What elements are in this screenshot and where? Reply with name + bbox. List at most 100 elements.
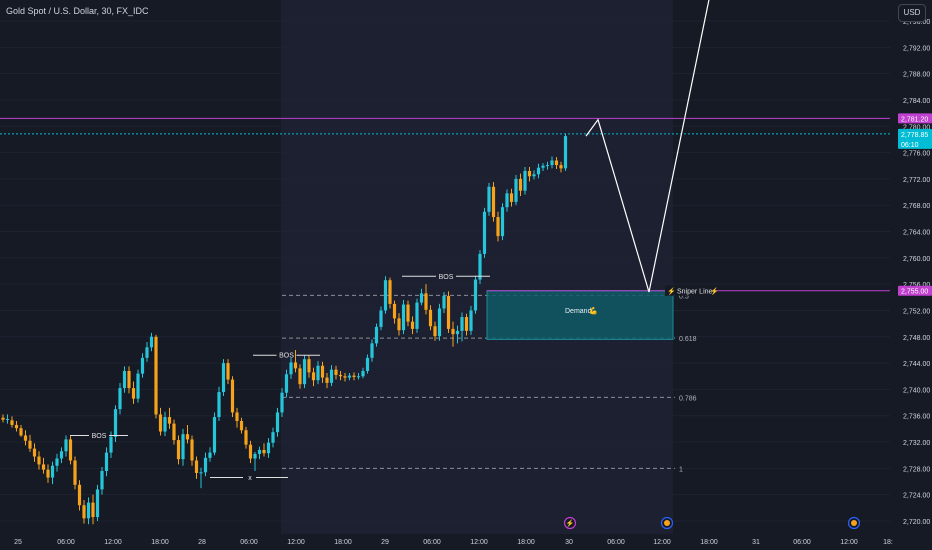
candle-body [136, 373, 140, 399]
candle-body [23, 435, 28, 441]
y-tick-label: 2,724.00 [903, 493, 930, 500]
flag-icon [664, 520, 670, 526]
projection-path[interactable] [585, 0, 710, 293]
candle-body [433, 326, 437, 337]
candles [1, 133, 568, 525]
sniper-line-label: Sniper Line [677, 289, 713, 296]
candle-body [203, 457, 208, 473]
candle-body [77, 484, 82, 506]
candle-body [496, 217, 500, 237]
lightning-event-icon[interactable]: ⚡ [563, 516, 577, 530]
candle-body [257, 449, 262, 454]
y-tick-label: 2,772.00 [903, 177, 930, 184]
candle-body [293, 362, 298, 369]
candle-body [280, 392, 284, 413]
y-tick-label: 2,776.00 [903, 151, 930, 158]
candle-body [419, 293, 424, 303]
candle-body [235, 412, 239, 421]
y-tick-label: 2,732.00 [903, 440, 930, 447]
candle-body [289, 362, 293, 375]
candle-body [352, 375, 356, 377]
candle-body [365, 357, 370, 371]
bos-label: BOS [92, 433, 107, 440]
candle-body [559, 165, 563, 169]
candle-body [149, 336, 154, 348]
y-tick-label: 2,756.00 [903, 282, 930, 289]
price-label-bg [898, 285, 932, 296]
x-tick-label: 06:00 [423, 539, 441, 546]
candle-body [244, 430, 248, 445]
candle-body [550, 160, 554, 166]
time-axis[interactable] [0, 534, 890, 550]
candle-body [518, 178, 523, 191]
candle-body [554, 160, 559, 166]
candle-body [532, 174, 536, 177]
candle-body [19, 428, 23, 436]
candle-body [415, 302, 419, 329]
y-tick-label: 2,792.00 [903, 45, 930, 52]
candle-body [464, 317, 469, 331]
candle-body [86, 502, 91, 519]
candle-body [379, 310, 383, 327]
candle-body [59, 451, 64, 459]
fib-label: 0.5 [679, 293, 689, 300]
currency-button[interactable]: USD [898, 4, 926, 22]
candle-body [442, 296, 446, 309]
x-label: x [248, 475, 252, 482]
candle-body [406, 304, 410, 322]
candle-body [109, 436, 113, 453]
x-tick-label: 18:00 [700, 539, 718, 546]
candle-body [5, 419, 10, 421]
candle-body [424, 293, 428, 310]
candle-body [383, 280, 388, 311]
y-tick-label: 2,740.00 [903, 387, 930, 394]
demand-label: Demand [565, 308, 592, 315]
candle-body [28, 440, 32, 449]
news-event-icon[interactable] [847, 516, 861, 530]
y-tick-label: 2,780.00 [903, 124, 930, 131]
price-label-bg [898, 113, 932, 124]
candle-body [338, 374, 343, 377]
candle-body [428, 309, 433, 327]
candle-body [266, 442, 271, 454]
news-event-icon[interactable] [660, 516, 674, 530]
candle-body [491, 186, 496, 218]
x-tick-label: 12:00 [287, 539, 305, 546]
x-tick-label: 12:00 [653, 539, 671, 546]
candle-body [82, 505, 86, 519]
demand-zone[interactable] [486, 290, 674, 340]
lightning-icon: ⚡ [667, 287, 676, 296]
lightning-icon: ⚡ [566, 519, 575, 528]
candle-body [239, 421, 244, 431]
candle-body [397, 318, 401, 331]
candle-body [307, 359, 311, 373]
candle-body [311, 372, 316, 381]
candle-body [55, 458, 59, 466]
candle-body [181, 434, 185, 460]
price-label: 2,778.85 06:10 [898, 128, 932, 149]
x-tick-label: 25 [14, 539, 22, 546]
candle-body [392, 303, 397, 319]
candle-body [356, 376, 361, 378]
muscle-icon: 💪 [589, 306, 598, 315]
candle-body [527, 171, 532, 177]
price-label: 2,755.00 [898, 285, 932, 296]
y-tick-label: 2,768.00 [903, 203, 930, 210]
candle-body [41, 464, 46, 470]
x-tick-label: 12:00 [470, 539, 488, 546]
candle-body [253, 453, 257, 459]
candle-body [469, 310, 473, 331]
candle-body [212, 417, 217, 453]
candle-body [302, 359, 307, 385]
price-axis[interactable] [890, 0, 932, 550]
candle-body [46, 469, 50, 478]
x-tick-label: 31 [752, 539, 760, 546]
candle-body [199, 472, 203, 474]
lightning-icon: ⚡ [710, 287, 719, 296]
x-tick-label: 18:00 [334, 539, 352, 546]
x-tick-label: 18: [883, 539, 893, 546]
candle-body [523, 171, 527, 191]
candle-body [217, 392, 221, 418]
session-shade [281, 0, 673, 534]
